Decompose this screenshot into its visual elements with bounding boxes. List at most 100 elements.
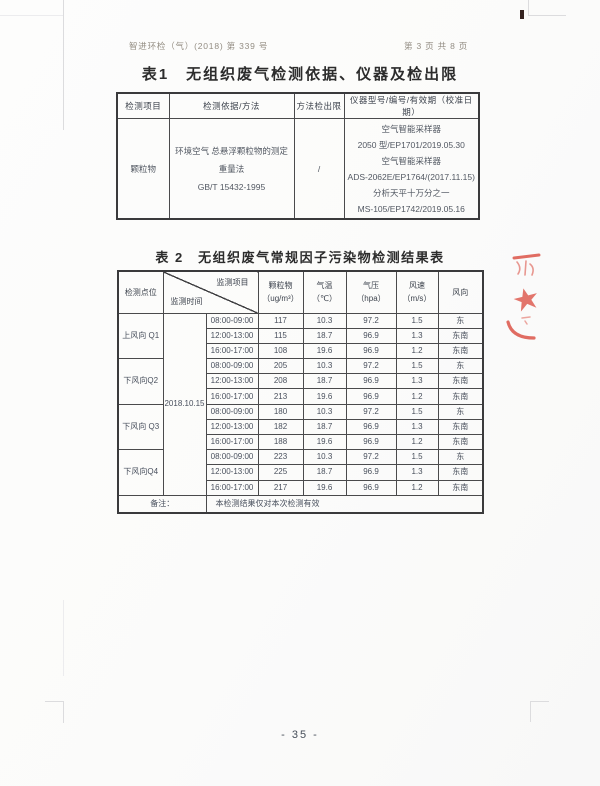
temperature-value: 10.3 [302, 449, 347, 466]
star-icon [513, 288, 537, 312]
monitor-point-cell: 下风向 Q3 [117, 403, 164, 451]
method-line: 重量法 [218, 163, 245, 174]
instrument-line: MS-105/EP1742/2019.05.16 [357, 203, 465, 214]
wind-direction-value: 东南 [437, 388, 484, 405]
pressure-value: 96.9 [345, 342, 397, 360]
pressure-value: 96.9 [345, 418, 397, 436]
scan-ink-mark [520, 10, 524, 19]
corner-mark [530, 701, 531, 722]
item-cell: 颗粒物 [116, 118, 170, 220]
pressure-value: 96.9 [345, 479, 397, 496]
wind-speed-value: 1.3 [395, 418, 439, 436]
particulate-value: 208 [257, 373, 304, 390]
particulate-value: 217 [257, 479, 304, 496]
pressure-value: 97.2 [345, 312, 397, 329]
table1-title: 表1 无组织废气检测依据、仪器及检出限 [141, 66, 459, 83]
wind-direction-value: 东南 [437, 464, 484, 481]
temperature-value: 10.3 [302, 312, 347, 329]
table1: 检测项目 检测依据/方法 方法检出限 仪器型号/编号/有效期（校准日期） 颗粒物… [116, 92, 480, 220]
pressure-value: 97.2 [345, 403, 397, 420]
table2-row: 16:00-17:00 188 19.6 96.9 1.2 东南 [118, 433, 484, 451]
particulate-value: 223 [257, 449, 304, 466]
th-monitor-point: 检测点位 [117, 270, 164, 314]
wind-direction-value: 东南 [437, 418, 484, 436]
method-line: GB/T 15432-1995 [197, 181, 266, 192]
temperature-value: 18.7 [302, 327, 347, 344]
particulate-value: 180 [257, 403, 304, 420]
pressure-value: 96.9 [345, 327, 397, 344]
table1-header-row: 检测项目 检测依据/方法 方法检出限 仪器型号/编号/有效期（校准日期） [116, 92, 480, 119]
table1-header-item: 检测项目 [116, 92, 170, 119]
table1-header-method: 检测依据/方法 [168, 92, 295, 119]
wind-speed-value: 1.2 [395, 479, 439, 496]
instrument-line: 分析天平十万分之一 [372, 187, 450, 198]
time-cell: 12:00-13:00 [205, 464, 259, 481]
red-seal-fragment [506, 253, 541, 340]
wind-direction-value: 东南 [437, 373, 484, 390]
fold-mark [63, 600, 64, 676]
particulate-value: 213 [257, 388, 304, 405]
instrument-cell: 空气智能采样器 2050 型/EP1701/2019.05.30 空气智能采样器… [343, 118, 480, 220]
th-wind-speed: 风速 （m/s） [395, 270, 439, 314]
table2-diagonal-cell: 监测项目 监测时间 [162, 270, 259, 314]
diagonal-top-right-label: 监测项目 [216, 278, 249, 287]
pressure-value: 97.2 [345, 449, 397, 466]
page-indicator: 第 3 页 共 8 页 [404, 41, 469, 51]
table2-title: 表 2 无组织废气常规因子污染物检测结果表 [155, 250, 445, 265]
th-temperature: 气温 （℃） [302, 270, 347, 314]
footer-page-number: - 35 - [281, 729, 319, 741]
remark-row: 备注： 本检测结果仅对本次检测有效 [117, 494, 484, 514]
wind-speed-value: 1.3 [395, 464, 439, 481]
wind-speed-value: 1.5 [395, 312, 439, 329]
pressure-value: 96.9 [345, 388, 397, 405]
time-cell: 16:00-17:00 [205, 388, 259, 405]
pressure-value: 97.2 [345, 358, 397, 375]
table2-header-row: 检测点位 监测项目 监测时间 颗粒物 （ug/m³） 气温 （℃） 气压 （hp… [117, 270, 484, 314]
table2-row: 下风向Q4 08:00-09:00 223 10.3 97.2 1.5 东 [117, 449, 484, 496]
time-cell: 16:00-17:00 [205, 342, 259, 360]
doc-number: 智进环检（气）(2018) 第 339 号 [129, 41, 269, 51]
wind-speed-value: 1.2 [395, 433, 439, 451]
method-cell: 环境空气 总悬浮颗粒物的测定 重量法 GB/T 15432-1995 [168, 118, 295, 220]
table2-row: 下风向Q2 08:00-09:00 205 10.3 97.2 1.5 东 [117, 358, 484, 405]
fold-mark [528, 15, 566, 16]
table1-header-limit: 方法检出限 [293, 92, 345, 119]
instrument-line: 空气智能采样器 [381, 123, 441, 134]
instrument-line: 空气智能采样器 [381, 155, 441, 166]
method-line: 环境空气 总悬浮颗粒物的测定 [175, 145, 288, 156]
monitor-date-cell: 2018.10.15 [162, 312, 207, 496]
pressure-value: 96.9 [345, 464, 397, 481]
table2-row: 下风向 Q3 08:00-09:00 180 10.3 97.2 1.5 东 [117, 403, 484, 451]
temperature-value: 19.6 [302, 388, 347, 405]
temperature-value: 10.3 [302, 403, 347, 420]
monitor-point-cell: 上风向 Q1 [117, 312, 164, 360]
pressure-value: 96.9 [345, 433, 397, 451]
particulate-value: 108 [257, 342, 304, 360]
table2-row: 12:00-13:00 115 18.7 96.9 1.3 东南 [118, 327, 484, 344]
table2-row: 16:00-17:00 217 19.6 96.9 1.2 东南 [118, 479, 484, 496]
temperature-value: 19.6 [302, 342, 347, 360]
particulate-value: 188 [257, 433, 304, 451]
corner-mark [45, 701, 64, 702]
table2-body: 上风向 Q1 2018.10.15 08:00-09:00 117 10.3 97.2 1.… [117, 312, 484, 514]
time-cell: 12:00-13:00 [205, 373, 259, 390]
th-wind-direction: 风向 [437, 270, 484, 314]
time-cell: 16:00-17:00 [205, 479, 259, 496]
pressure-value: 96.9 [345, 373, 397, 390]
wind-direction-value: 东南 [437, 342, 484, 360]
particulate-value: 205 [257, 358, 304, 375]
wind-direction-value: 东 [437, 312, 484, 329]
time-cell: 08:00-09:00 [205, 312, 259, 329]
temperature-value: 18.7 [302, 418, 347, 436]
wind-speed-value: 1.2 [395, 342, 439, 360]
wind-speed-value: 1.5 [395, 358, 439, 375]
temperature-value: 18.7 [302, 373, 347, 390]
wind-direction-value: 东 [437, 403, 484, 420]
corner-mark [63, 701, 64, 723]
wind-speed-value: 1.5 [395, 449, 439, 466]
wind-direction-value: 东南 [437, 327, 484, 344]
temperature-value: 18.7 [302, 464, 347, 481]
particulate-value: 115 [257, 327, 304, 344]
table1-row: 颗粒物 环境空气 总悬浮颗粒物的测定 重量法 GB/T 15432-1995 /… [116, 118, 480, 220]
